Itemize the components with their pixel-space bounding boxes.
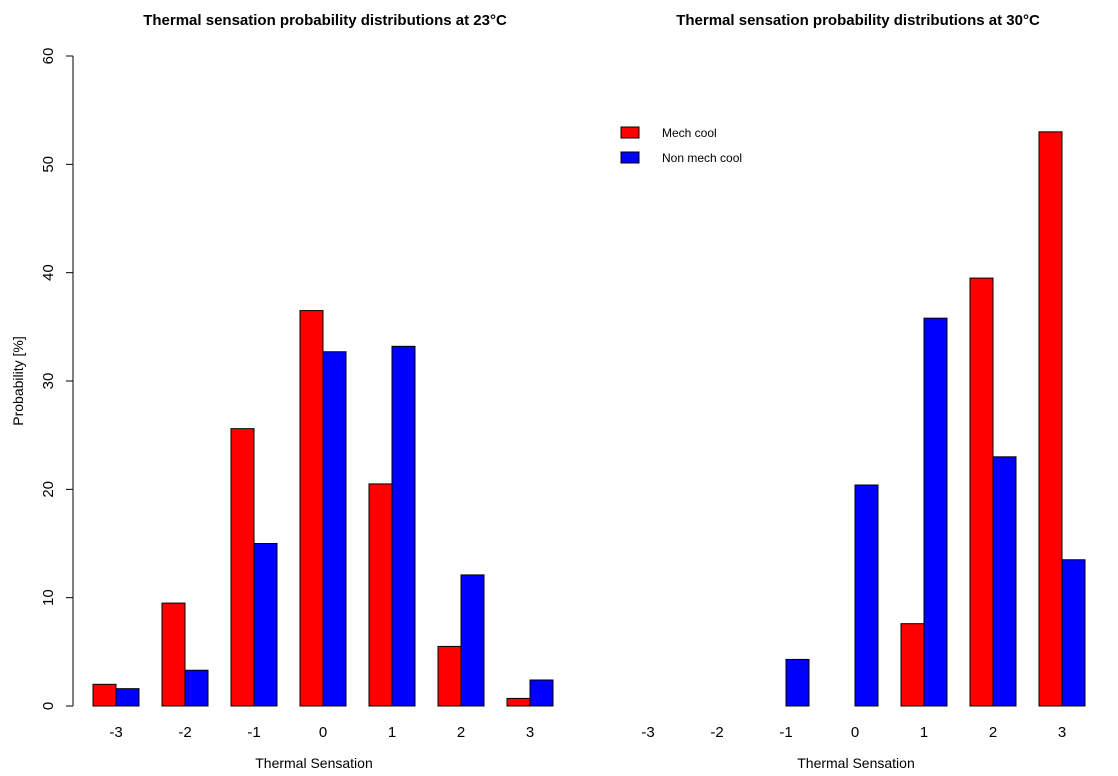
right-bar-mech-cool-3 (1038, 131, 1063, 707)
right-bar-mech-cool-1 (900, 623, 925, 707)
left-bar-non-mech-cool-2 (460, 574, 485, 707)
legend-swatch-mech-cool (620, 126, 640, 139)
y-tick-label: 60 (40, 48, 57, 65)
left-bar-mech-cool-3 (506, 697, 531, 707)
legend-label-non-mech-cool: Non mech cool (662, 151, 742, 165)
right-bar-non-mech-cool-1 (923, 317, 948, 707)
right-x-tick-label: 3 (1058, 724, 1066, 741)
left-bar-non-mech-cool-3 (529, 679, 554, 707)
right-x-tick-label: 0 (851, 724, 859, 741)
left-bar-mech-cool--3 (92, 683, 117, 707)
left-x-tick-labels: -3 -2 -1 0 1 2 3 (109, 724, 534, 741)
right-chart-bars (785, 131, 1086, 707)
right-bar-non-mech-cool--1 (785, 658, 810, 707)
right-x-tick-label: -2 (710, 724, 723, 741)
left-x-tick-label: -3 (109, 724, 122, 741)
left-x-tick-label: -1 (247, 724, 260, 741)
left-bar-mech-cool--1 (230, 428, 255, 707)
right-x-tick-labels: -3 -2 -1 0 1 2 3 (641, 724, 1066, 741)
right-bar-non-mech-cool-0 (854, 484, 879, 707)
left-bar-mech-cool-0 (299, 310, 324, 707)
y-axis-title: Probability [%] (10, 336, 26, 425)
right-bar-non-mech-cool-3 (1061, 559, 1086, 707)
left-bar-non-mech-cool--2 (184, 669, 209, 707)
legend: Mech cool Non mech cool (620, 126, 742, 165)
left-bar-mech-cool-1 (368, 483, 393, 707)
left-x-tick-label: 3 (526, 724, 534, 741)
left-bar-non-mech-cool--3 (115, 688, 140, 707)
y-ticks: 0 10 20 30 40 50 60 (40, 48, 73, 710)
left-x-axis-title: Thermal Sensation (255, 755, 373, 771)
legend-label-mech-cool: Mech cool (662, 126, 717, 140)
y-axis: 0 10 20 30 40 50 60 Probability [%] (10, 48, 74, 710)
left-x-tick-label: 0 (319, 724, 327, 741)
right-bar-mech-cool-2 (969, 277, 994, 707)
y-tick-label: 0 (40, 702, 57, 710)
right-x-tick-label: 2 (989, 724, 997, 741)
left-x-tick-label: 1 (388, 724, 396, 741)
y-tick-label: 50 (40, 156, 57, 173)
y-tick-label: 10 (40, 589, 57, 606)
right-bar-non-mech-cool-2 (992, 456, 1017, 707)
left-bar-non-mech-cool-1 (391, 345, 416, 707)
left-bar-non-mech-cool--1 (253, 543, 278, 707)
left-bar-non-mech-cool-0 (322, 351, 347, 707)
y-tick-label: 40 (40, 264, 57, 281)
right-chart-title: Thermal sensation probability distributi… (676, 12, 1040, 29)
y-tick-label: 30 (40, 373, 57, 390)
right-x-tick-label: 1 (920, 724, 928, 741)
left-x-tick-label: 2 (457, 724, 465, 741)
left-x-tick-label: -2 (178, 724, 191, 741)
left-chart-bars (92, 310, 554, 707)
right-x-tick-label: -1 (779, 724, 792, 741)
right-x-tick-label: -3 (641, 724, 654, 741)
right-x-axis-title: Thermal Sensation (797, 755, 915, 771)
y-tick-label: 20 (40, 481, 57, 498)
legend-swatch-non-mech-cool (620, 151, 640, 164)
left-chart-title: Thermal sensation probability distributi… (143, 12, 507, 29)
left-bar-mech-cool-2 (437, 645, 462, 707)
left-bar-mech-cool--2 (161, 602, 186, 707)
